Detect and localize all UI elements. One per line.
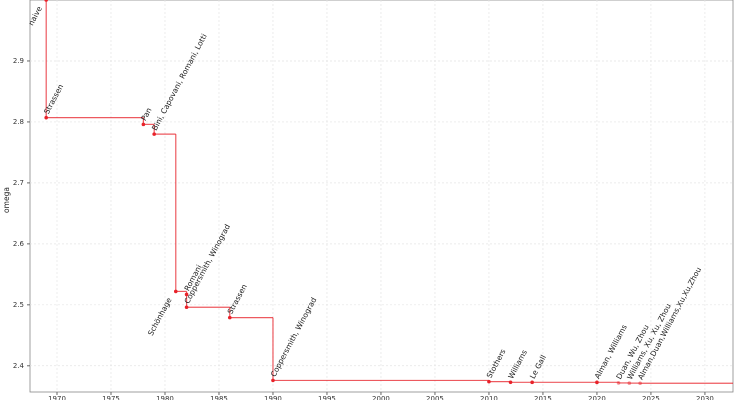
y-tick-label: 2.8 [13, 118, 24, 126]
data-point [508, 380, 513, 385]
data-point [638, 381, 642, 386]
point-label: Schönhage [146, 296, 174, 337]
point-label: Williams [506, 348, 529, 380]
point-label: naive [26, 4, 44, 27]
data-point [616, 381, 621, 385]
y-tick-label: 2.5 [13, 301, 24, 309]
data-point [271, 378, 275, 383]
x-tick-label: 1975 [102, 395, 120, 400]
data-point [227, 315, 232, 320]
point-label: Le Gall [528, 353, 548, 380]
y-tick-label: 2.4 [13, 362, 25, 370]
point-label: Strassen [226, 282, 249, 315]
x-tick-label: 1980 [156, 395, 174, 400]
x-tick-label: 2020 [588, 395, 606, 400]
data-point [173, 289, 178, 294]
y-axis-label: omega [2, 187, 11, 213]
y-tick-label: 2.7 [13, 179, 24, 187]
x-tick-label: 2025 [642, 395, 660, 400]
data-point [44, 115, 48, 120]
x-tick-label: 1985 [210, 395, 228, 400]
x-tick-label: 2000 [372, 395, 390, 400]
data-point [152, 132, 156, 136]
point-label: Strassen [42, 82, 65, 115]
x-tick-label: 1970 [48, 395, 66, 400]
x-tick-label: 1990 [264, 395, 282, 400]
point-label: Coppersmith, Winograd [182, 222, 232, 305]
data-point [141, 122, 146, 127]
data-point [530, 380, 534, 385]
point-label: Pan [139, 106, 153, 122]
data-point [595, 380, 599, 385]
point-label: Bini, Capovani, Romani, Lotti [150, 32, 209, 132]
point-label: Alman,Duan,Williams,Xu,Xu,Zhou [636, 265, 703, 381]
data-point [627, 381, 632, 385]
point-label: Stothers [485, 347, 508, 379]
x-tick-label: 1995 [318, 395, 336, 400]
data-point [487, 379, 491, 384]
y-tick-label: 2.9 [13, 57, 24, 65]
x-tick-label: 2030 [696, 395, 714, 400]
y-tick-label: 2.6 [13, 240, 25, 248]
data-point [44, 0, 48, 2]
x-tick-label: 2005 [426, 395, 444, 400]
data-point [184, 305, 189, 310]
data-point [184, 292, 189, 297]
x-tick-label: 2015 [534, 395, 552, 400]
plot-area [29, 0, 734, 393]
x-tick-label: 2010 [480, 395, 498, 400]
